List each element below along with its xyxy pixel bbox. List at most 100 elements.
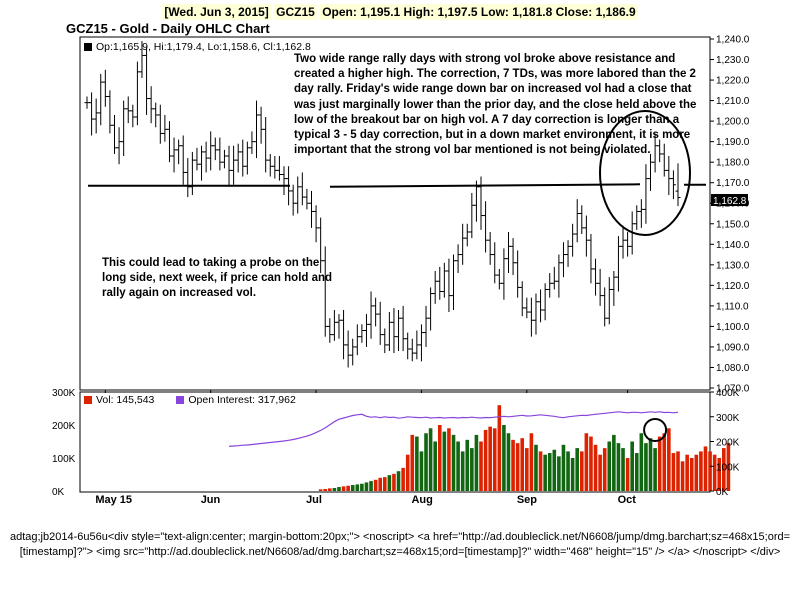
volume-bar <box>538 451 543 491</box>
volume-bar <box>392 473 396 491</box>
volume-bar <box>378 477 383 491</box>
volume-bar <box>360 483 364 491</box>
volume-bar <box>657 436 662 491</box>
volume-bar <box>437 425 442 491</box>
volume-bar <box>612 434 616 491</box>
annotation-probe: This could lead to taking a probe on the… <box>102 257 333 300</box>
volume-bar <box>369 481 373 491</box>
volume-bar <box>465 439 470 491</box>
volume-bar <box>529 433 534 491</box>
volume-bar <box>602 448 607 491</box>
volume-bar <box>341 486 346 491</box>
volume-bar <box>685 454 689 491</box>
price-panel-frame <box>79 36 711 391</box>
x-tick-label: May 15 <box>95 494 132 506</box>
open-interest-line <box>228 411 679 447</box>
price-bars <box>84 41 681 368</box>
volume-bar <box>502 425 506 491</box>
vol-left-label: 0K <box>52 487 65 498</box>
x-tick-label: Jul <box>306 494 322 506</box>
header-line: [Wed. Jun 3, 2015] GCZ15 Open: 1,195.1 H… <box>0 4 800 20</box>
volume-bar <box>593 444 598 491</box>
volume-bar <box>474 434 479 491</box>
open-interest-path <box>228 411 679 447</box>
y-tick-label: 1,110.0 <box>716 301 749 312</box>
volume-bar <box>332 488 337 491</box>
x-tick-label: Oct <box>618 494 637 506</box>
volume-bar <box>483 429 488 491</box>
volume-bar <box>543 454 547 491</box>
volume-bar <box>442 431 447 491</box>
volume-bar <box>689 458 694 491</box>
volume-bar <box>722 448 726 491</box>
volume-bars <box>318 405 731 491</box>
volume-bar <box>337 487 341 491</box>
x-tick-label: Jun <box>201 494 221 506</box>
resistance-line-right <box>329 183 641 188</box>
volume-bar <box>680 461 685 491</box>
last-price-tag: 1,162.8 <box>711 194 748 207</box>
volume-bar <box>662 433 667 491</box>
volume-bar <box>584 433 589 491</box>
volume-bar <box>346 485 350 491</box>
volume-bar <box>726 442 731 491</box>
volume-bar <box>364 482 369 491</box>
volume-bar <box>433 441 437 491</box>
volume-bar <box>497 405 502 491</box>
header-date: [Wed. Jun 3, 2015] <box>162 4 271 20</box>
volume-bar <box>607 441 612 491</box>
volume-bar <box>387 475 392 491</box>
last-price-tag-text: 1,162.8 <box>713 196 747 207</box>
volume-bar <box>589 436 593 491</box>
volume-bar <box>566 451 570 491</box>
oi-right-label: 400K <box>716 388 740 399</box>
volume-bar <box>630 441 634 491</box>
oi-legend-text: Open Interest: 317,962 <box>188 394 296 406</box>
y-tick-label: 1,130.0 <box>716 260 750 271</box>
volume-bar <box>653 448 657 491</box>
volume-bar <box>625 458 630 491</box>
y-tick-label: 1,070.0 <box>716 384 750 395</box>
vol-left-label: 100K <box>52 454 76 465</box>
annotation-main: Two wide range rally days with strong vo… <box>294 53 697 157</box>
volume-bar <box>676 451 680 491</box>
y-tick-label: 1,200.0 <box>716 117 750 128</box>
oi-legend-swatch <box>176 396 185 404</box>
volume-bar <box>694 454 699 491</box>
vol-legend-text: Vol: 145,543 <box>96 394 155 406</box>
volume-bar <box>579 451 584 491</box>
volume-bar <box>405 454 410 491</box>
y-tick-label: 1,170.0 <box>716 178 750 189</box>
volume-bar <box>323 489 328 491</box>
volume-bar <box>401 467 405 491</box>
y-tick-label: 1,180.0 <box>716 158 750 169</box>
volume-bar <box>616 443 621 491</box>
volume-bar <box>671 453 676 491</box>
chart-title: GCZ15 - Gold - Daily OHLC Chart <box>66 21 270 36</box>
y-tick-label: 1,120.0 <box>716 281 750 292</box>
volume-bar <box>648 438 653 491</box>
volume-bar <box>456 441 460 491</box>
header-symbol: GCZ15 <box>274 4 317 20</box>
volume-bar <box>419 451 424 491</box>
volume-bar <box>318 489 323 491</box>
annotation-overlay <box>88 110 706 442</box>
volume-bar <box>644 443 648 491</box>
focus-circle <box>599 110 691 236</box>
volume-bar <box>712 454 717 491</box>
volume-legend: Vol: 145,543 Open Interest: 317,962 <box>84 394 296 406</box>
volume-bar <box>717 458 722 491</box>
volume-bar <box>552 449 557 491</box>
header-ohlc: Open: 1,195.1 High: 1,197.5 Low: 1,181.8… <box>320 4 638 20</box>
volume-bar <box>479 441 483 491</box>
ad-tag-footer: adtag;jb2014-6u56u<div style="text-align… <box>9 531 791 558</box>
volume-bar <box>470 448 474 491</box>
volume-bar <box>328 488 332 491</box>
volume-bar <box>373 479 378 491</box>
volume-bar <box>598 454 602 491</box>
volume-bar <box>428 428 433 491</box>
ohlc-bar <box>675 163 681 207</box>
vol-left-label: 300K <box>52 388 76 399</box>
volume-bar <box>460 451 465 491</box>
